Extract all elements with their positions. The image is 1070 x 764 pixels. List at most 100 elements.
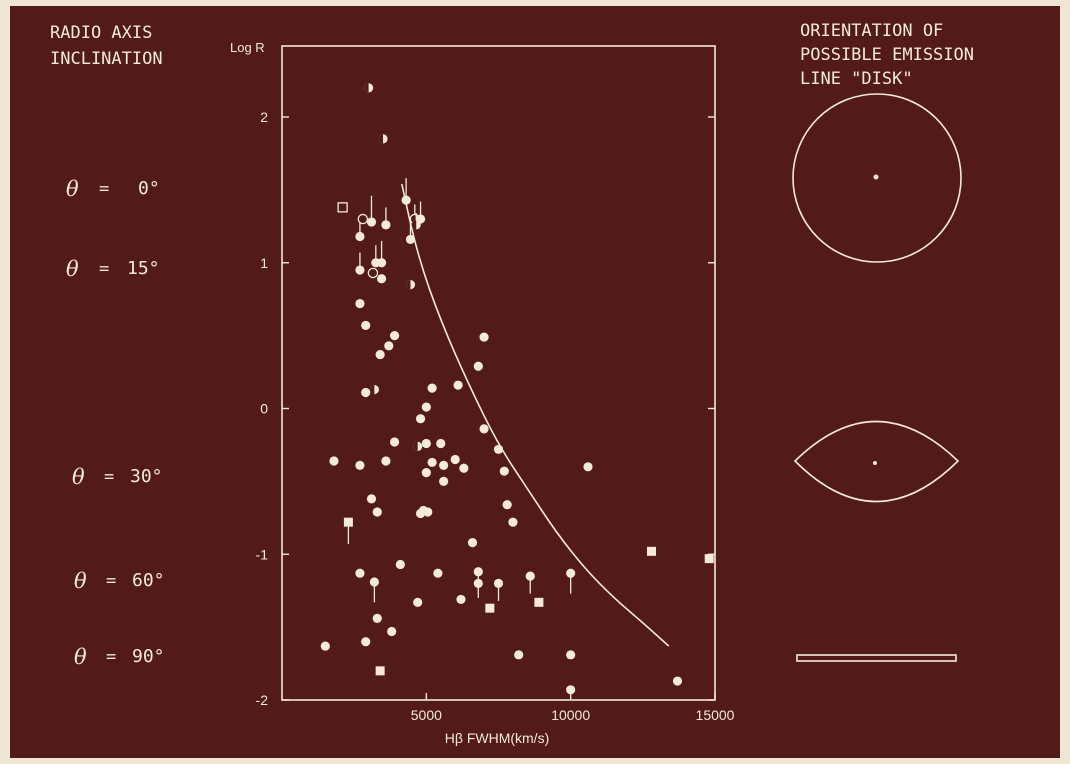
data-points: [320, 83, 714, 695]
equals-sign: =: [99, 179, 109, 199]
equals-sign: =: [106, 571, 116, 591]
data-point-filled: [473, 361, 483, 371]
plot-frame: [281, 45, 716, 701]
data-point-square: [704, 554, 714, 564]
data-point-filled: [433, 568, 443, 578]
theta-symbol: θ: [66, 177, 79, 201]
x-tick-label: 15000: [696, 707, 735, 723]
data-point-filled: [395, 559, 405, 570]
y-tick-label: -1: [256, 546, 269, 562]
data-point-filled: [499, 466, 509, 476]
envelope-curve: [401, 183, 670, 647]
data-point-filled: [436, 438, 446, 449]
data-point-filled: [450, 454, 460, 465]
data-point-filled: [493, 578, 504, 589]
data-point-square: [534, 597, 544, 607]
data-point-filled: [421, 468, 431, 478]
y-tick-label: -2: [256, 692, 269, 708]
data-point-filled: [514, 650, 524, 660]
data-point-half-shade: [369, 384, 375, 395]
data-point-filled: [389, 331, 400, 341]
data-point-square: [646, 546, 656, 556]
data-point-filled: [479, 424, 489, 434]
axis-ticks: 5000 10000 15000 2 1 0 -1 -2: [256, 109, 735, 723]
data-point-filled: [329, 456, 339, 466]
data-point-filled: [355, 298, 365, 309]
data-point-filled: [583, 462, 593, 472]
data-point-filled: [355, 231, 365, 242]
data-point-filled: [376, 258, 387, 268]
data-point-filled: [439, 460, 449, 470]
data-point-filled: [672, 676, 683, 686]
data-point-filled: [384, 341, 394, 351]
data-point-square: [375, 666, 385, 676]
data-point-filled: [355, 265, 365, 275]
data-point-filled: [366, 494, 377, 504]
angle-row-30: θ = 30°: [72, 465, 163, 489]
angle-value: 15°: [127, 258, 160, 279]
data-point-filled: [473, 567, 483, 577]
data-point-filled: [423, 507, 433, 517]
data-point-filled: [479, 332, 489, 342]
angle-value: 90°: [132, 646, 165, 667]
data-point-filled: [566, 685, 576, 695]
data-point-half-shade: [413, 441, 418, 451]
data-point-half-shade: [411, 220, 417, 230]
angle-row-15: θ = 15°: [66, 257, 160, 281]
scatter-plot: Log R Hβ FWHM(km/s) 5000 10000 15000 2 1 0 -1 -…: [230, 40, 735, 746]
y-tick-label: 2: [260, 109, 268, 125]
data-point-square: [343, 517, 353, 527]
data-point-filled: [375, 349, 385, 360]
disk-edge-on: [796, 654, 957, 662]
data-point-filled: [405, 234, 416, 245]
data-point-filled: [566, 650, 576, 660]
data-point-filled: [473, 578, 483, 589]
data-point-filled: [355, 568, 365, 578]
data-point-filled: [525, 571, 535, 581]
theta-symbol: θ: [72, 465, 85, 489]
equals-sign: =: [106, 647, 116, 667]
data-point-filled: [355, 460, 365, 470]
data-point-filled: [361, 387, 371, 398]
data-point-filled: [456, 594, 466, 605]
theta-symbol: θ: [74, 645, 87, 669]
data-point-filled: [467, 537, 478, 548]
y-tick-label: 0: [260, 401, 268, 417]
data-point-filled: [381, 220, 391, 230]
angle-row-90: θ = 90°: [74, 645, 165, 669]
equals-sign: =: [99, 259, 109, 279]
right-title-line-1: ORIENTATION OF: [800, 21, 943, 41]
data-point-filled: [366, 217, 377, 227]
data-point-filled: [459, 463, 469, 473]
data-point-filled: [421, 438, 431, 449]
angle-value: 0°: [138, 178, 160, 199]
right-title-line-3: LINE "DISK": [800, 69, 913, 89]
data-point-filled: [369, 577, 379, 587]
figure-panel: [10, 6, 1060, 758]
data-point-filled: [502, 500, 512, 510]
data-point-filled: [493, 444, 504, 454]
data-point-filled: [415, 508, 426, 519]
equals-sign: =: [104, 467, 114, 487]
data-point-filled: [381, 456, 391, 466]
data-point-half-shade: [405, 280, 411, 290]
left-title-line-2: INCLINATION: [50, 49, 163, 69]
angle-value: 60°: [132, 570, 165, 591]
data-point-filled: [361, 637, 371, 647]
data-point-filled: [566, 568, 576, 578]
theta-symbol: θ: [74, 569, 87, 593]
data-point-filled: [401, 195, 411, 205]
data-point-filled: [372, 613, 382, 623]
data-point-filled: [439, 476, 449, 486]
x-axis-label: Hβ FWHM(km/s): [445, 730, 549, 746]
x-tick-label: 5000: [411, 707, 442, 723]
data-point-filled: [427, 383, 437, 393]
y-tick-label: 1: [260, 255, 268, 271]
data-point-half-shade: [364, 83, 369, 93]
data-point-half-shade: [378, 134, 384, 144]
disk-inclined: [793, 420, 960, 503]
disk-face-on: [792, 93, 962, 263]
angle-row-60: θ = 60°: [74, 569, 165, 593]
